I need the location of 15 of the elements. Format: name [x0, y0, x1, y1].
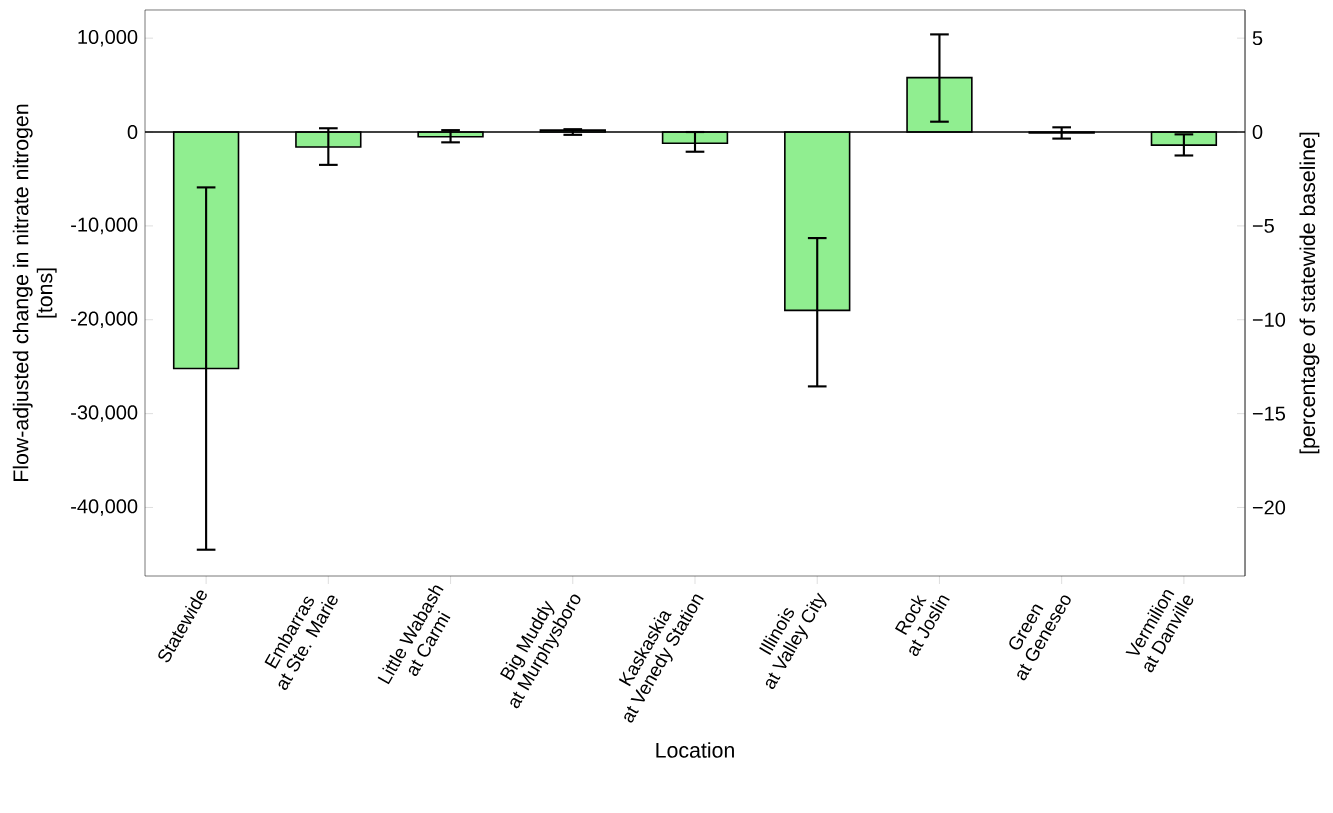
- y-tick-label: -10,000: [71, 217, 138, 235]
- y-tick-label: -30,000: [71, 405, 138, 422]
- y2-tick-label: −15: [1252, 406, 1286, 421]
- y2-tick-label: −20: [1252, 500, 1286, 515]
- y-tick-label: 0: [127, 124, 138, 140]
- y2-tick-label: −5: [1252, 218, 1274, 233]
- y2-tick-label: 5: [1252, 31, 1263, 46]
- y-tick-label: -20,000: [71, 311, 138, 328]
- y2-axis-title: [percentage of statewide baseline]: [1299, 132, 1320, 454]
- x-axis-title: Location: [656, 742, 734, 758]
- y-tick-label: -40,000: [71, 499, 138, 516]
- y2-tick-label: −10: [1252, 312, 1286, 327]
- y-axis-title: Flow-adjusted change in nitrate nitrogen [tons]: [12, 104, 57, 481]
- y-tick-label: 10,000: [78, 29, 138, 47]
- y2-tick-label: 0: [1252, 124, 1263, 140]
